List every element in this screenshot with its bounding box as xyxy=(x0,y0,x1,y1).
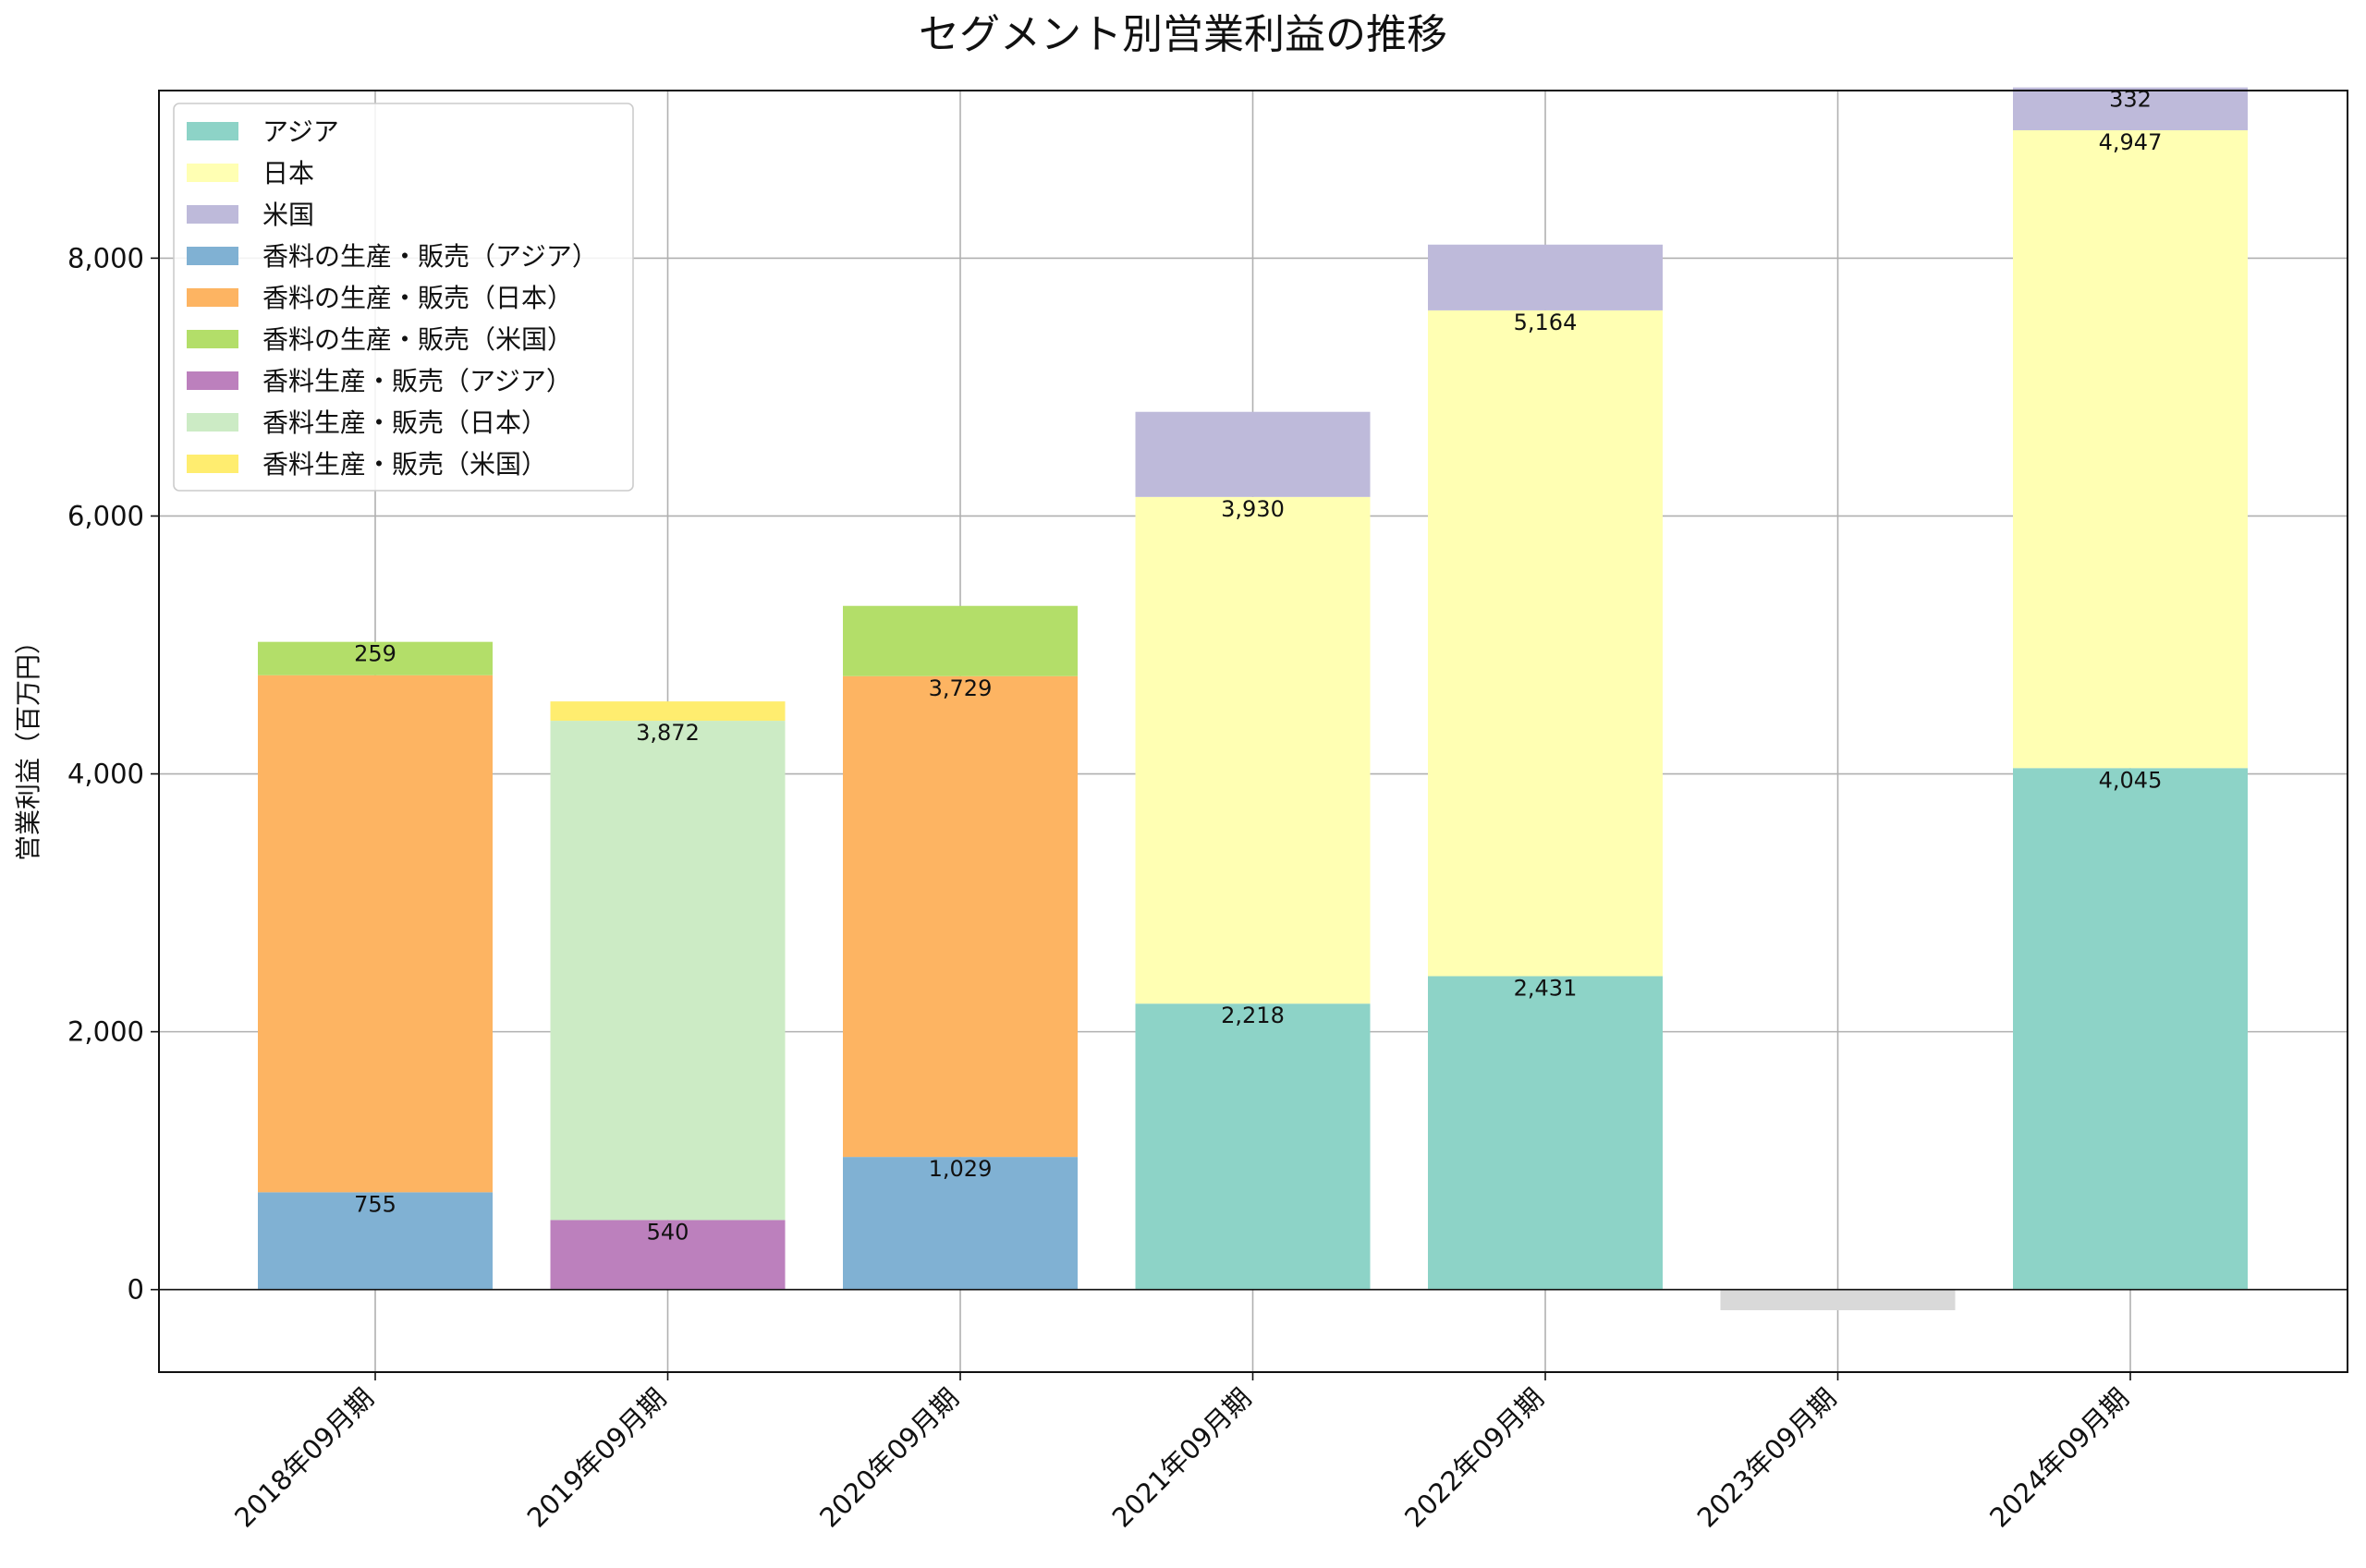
y-tick-label: 0 xyxy=(128,1274,144,1306)
data-label: 3,930 xyxy=(1221,496,1285,522)
x-tick-label: 2019年09月期 xyxy=(521,1382,673,1534)
data-label: 540 xyxy=(647,1219,689,1245)
bar-segment xyxy=(258,675,493,1193)
data-label: 259 xyxy=(354,641,396,667)
legend-swatch xyxy=(187,247,238,265)
bar-segment xyxy=(1428,310,1663,977)
legend-swatch xyxy=(187,164,238,182)
data-label: 4,947 xyxy=(2099,129,2163,155)
bar-segment xyxy=(1135,1003,1371,1290)
data-label: 2,431 xyxy=(1514,975,1578,1001)
legend-entry: 香料生産・販売（米国） xyxy=(262,449,547,480)
legend-entry: アジア xyxy=(262,116,339,147)
bar-segment xyxy=(843,605,1078,676)
data-label: 3,729 xyxy=(929,675,993,701)
legend-entry: 香料の生産・販売（米国） xyxy=(262,324,573,355)
data-label: 2,218 xyxy=(1221,1003,1285,1028)
bar-segment xyxy=(2013,87,2248,130)
x-tick-label: 2018年09月期 xyxy=(228,1382,380,1534)
bars xyxy=(258,87,2248,1311)
chart-title: セグメント別営業利益の推移 xyxy=(919,11,1447,58)
data-label: 5,164 xyxy=(1514,310,1578,335)
legend-swatch xyxy=(187,413,238,432)
data-label: 4,045 xyxy=(2099,767,2163,793)
legend-entry: 香料生産・販売（日本） xyxy=(262,407,547,438)
plot-frame xyxy=(158,90,2348,1373)
legend-entry: 香料の生産・販売（日本） xyxy=(262,283,573,313)
bar-segment xyxy=(550,1220,786,1290)
legend-entry: 日本 xyxy=(262,158,314,188)
x-tick-label: 2023年09月期 xyxy=(1691,1382,1843,1534)
data-labels: 755 259 540 3,872 1,029 3,729 2,218 3,930 2,431 5… xyxy=(354,87,2162,1246)
legend-swatch xyxy=(187,205,238,224)
bar-segment xyxy=(2013,129,2248,769)
legend-entry: 香料の生産・販売（アジア） xyxy=(262,241,598,272)
bar-segment xyxy=(258,641,493,675)
x-tick-label: 2020年09月期 xyxy=(813,1382,965,1534)
bar-segment xyxy=(550,721,786,1221)
y-axis-label: 営業利益（百万円） xyxy=(13,628,43,861)
data-label: 3,872 xyxy=(636,720,700,746)
y-tick-label: 4,000 xyxy=(67,759,144,790)
legend-swatch xyxy=(187,122,238,140)
x-tick-label: 2022年09月期 xyxy=(1398,1382,1550,1534)
data-label: 1,029 xyxy=(929,1156,993,1182)
y-tick-label: 2,000 xyxy=(67,1016,144,1048)
data-label: 755 xyxy=(354,1191,396,1217)
bar-segment xyxy=(1428,976,1663,1290)
bar-segment xyxy=(258,1192,493,1290)
legend-box xyxy=(173,103,634,492)
legend-entry: 米国 xyxy=(262,200,314,230)
legend-swatch xyxy=(187,371,238,390)
bar-segment xyxy=(843,1157,1078,1290)
legend-entry: 香料生産・販売（アジア） xyxy=(262,366,572,396)
bar-segment xyxy=(1135,496,1371,1004)
legend-swatch xyxy=(187,455,238,473)
x-tick-label: 2021年09月期 xyxy=(1106,1382,1258,1534)
bar-segment xyxy=(1720,1289,1956,1311)
bar-segment xyxy=(1135,411,1371,497)
bar-segment xyxy=(2013,768,2248,1290)
bar-segment xyxy=(550,701,786,722)
x-tick-label: 2024年09月期 xyxy=(1983,1382,2135,1534)
y-tick-label: 8,000 xyxy=(67,242,144,273)
legend-swatch xyxy=(187,330,238,348)
y-tick-label: 6,000 xyxy=(67,500,144,531)
bar-segment xyxy=(843,675,1078,1158)
bar-segment xyxy=(1428,244,1663,310)
legend-swatch xyxy=(187,288,238,307)
